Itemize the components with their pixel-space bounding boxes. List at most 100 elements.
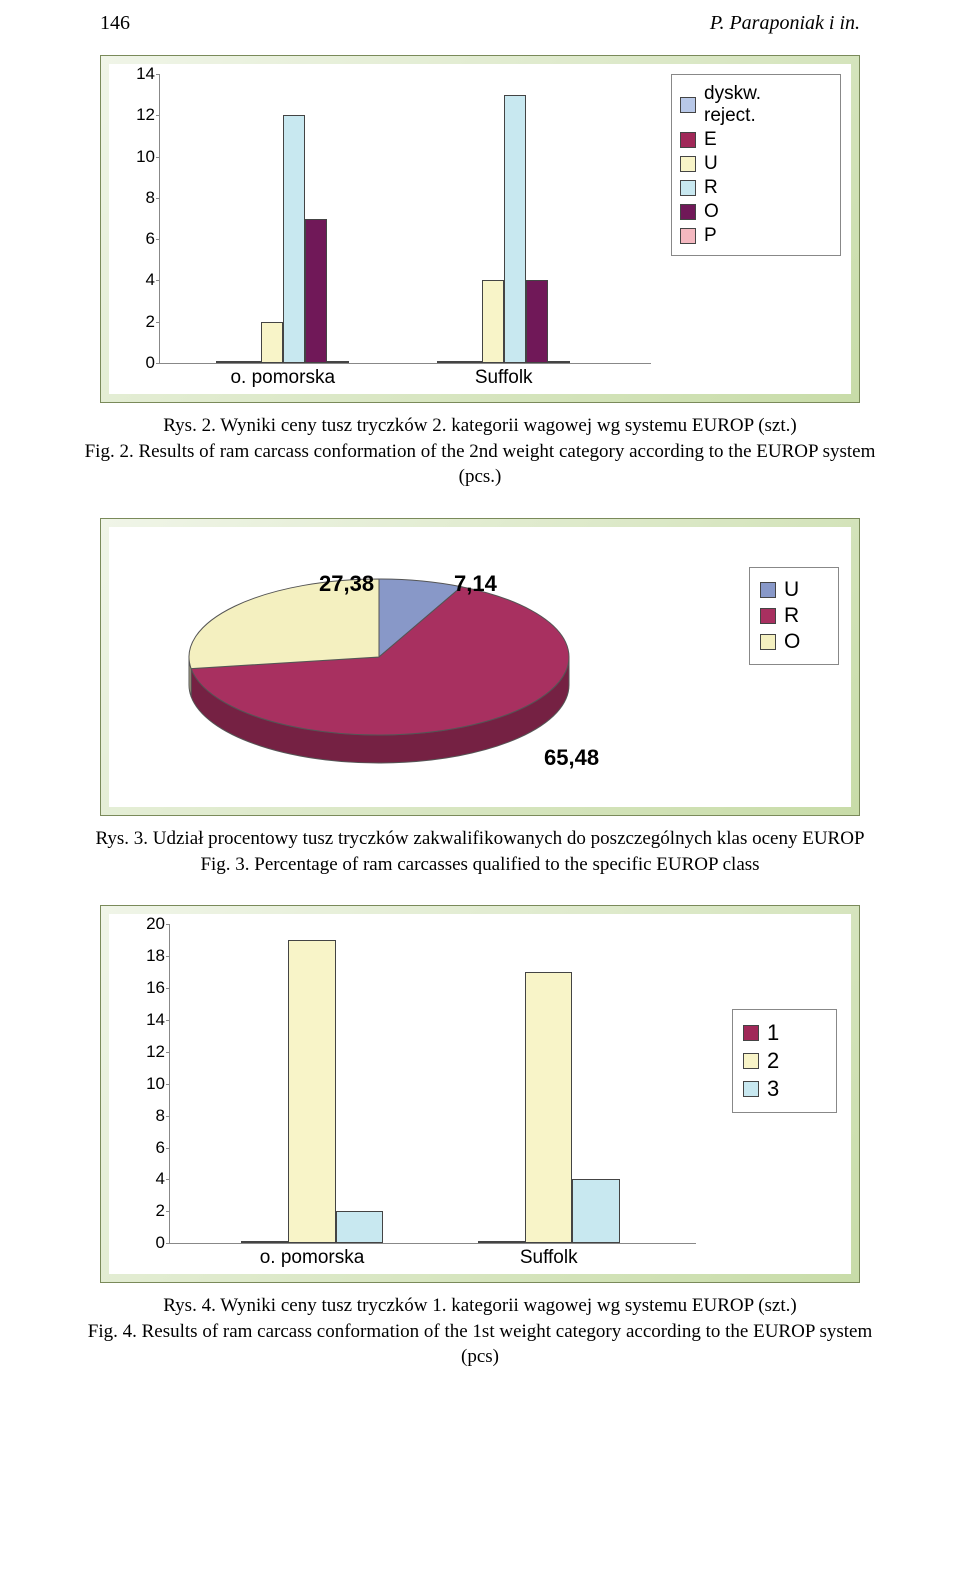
y-tick: 16: [140, 978, 165, 998]
legend-swatch: [743, 1053, 759, 1069]
legend-label: O: [704, 201, 719, 223]
legend-label: 2: [767, 1048, 779, 1074]
caption-2-pl: Rys. 3. Udział procentowy tusz tryczków …: [95, 828, 864, 849]
bar-O: [526, 280, 548, 363]
caption-1-pl: Rys. 2. Wyniki ceny tusz tryczków 2. kat…: [163, 415, 796, 436]
legend-swatch: [760, 608, 776, 624]
pie-label-R: 65,48: [544, 745, 599, 771]
page-header: 146 P. Paraponiak i in.: [0, 0, 960, 55]
legend-item-R: R: [760, 604, 828, 628]
bar-P: [548, 361, 570, 363]
chart-1-legend: dyskw.reject.EUROP: [671, 74, 841, 256]
legend-swatch: [743, 1081, 759, 1097]
x-label: Suffolk: [475, 367, 533, 389]
legend-item-2: 2: [743, 1048, 826, 1074]
bar-2: [525, 972, 572, 1243]
caption-3: Rys. 4. Wyniki ceny tusz tryczków 1. kat…: [80, 1293, 880, 1370]
bar-1: [478, 1241, 525, 1243]
chart-3-plot: 02468101214161820o. pomorskaSuffolk: [169, 924, 696, 1244]
pie-label-U: 7,14: [454, 571, 497, 597]
legend-label: R: [784, 604, 799, 628]
legend-item-3: 3: [743, 1076, 826, 1102]
caption-1: Rys. 2. Wyniki ceny tusz tryczków 2. kat…: [80, 413, 880, 490]
legend-label: U: [704, 153, 718, 175]
legend-swatch: [680, 204, 696, 220]
bar-O: [305, 219, 327, 364]
bar-dyskw: [437, 361, 459, 363]
chart-1-container: 02468101214o. pomorskaSuffolk dyskw.reje…: [100, 55, 860, 403]
bar-3: [572, 1179, 619, 1243]
legend-label: dyskw.reject.: [704, 83, 761, 127]
y-tick: 0: [140, 1233, 165, 1253]
y-tick: 4: [130, 270, 155, 290]
chart-1-plot: 02468101214o. pomorskaSuffolk: [159, 74, 651, 364]
chart-2-svg: [169, 547, 589, 787]
caption-2-en: Fig. 3. Percentage of ram carcasses qual…: [200, 854, 759, 875]
y-tick: 8: [130, 188, 155, 208]
bar-U: [261, 322, 283, 363]
chart-3-legend: 123: [732, 1009, 837, 1113]
bar-dyskw: [216, 361, 238, 363]
running-head: P. Paraponiak i in.: [710, 12, 860, 35]
legend-item-O: O: [680, 201, 832, 223]
chart-3-container: 02468101214161820o. pomorskaSuffolk 123: [100, 905, 860, 1283]
y-tick: 10: [140, 1074, 165, 1094]
x-label: o. pomorska: [230, 367, 335, 389]
bar-3: [336, 1211, 383, 1243]
legend-label: 1: [767, 1020, 779, 1046]
legend-item-P: P: [680, 225, 832, 247]
legend-swatch: [680, 228, 696, 244]
bar-1: [241, 1241, 288, 1243]
y-tick: 14: [140, 1010, 165, 1030]
y-tick: 4: [140, 1169, 165, 1189]
legend-item-U: U: [760, 578, 828, 602]
legend-swatch: [680, 132, 696, 148]
bar-E: [460, 361, 482, 363]
legend-label: E: [704, 129, 717, 151]
y-tick: 2: [130, 312, 155, 332]
legend-swatch: [760, 582, 776, 598]
legend-item-R: R: [680, 177, 832, 199]
chart-2-legend: URO: [749, 567, 839, 665]
legend-label: O: [784, 630, 800, 654]
chart-3: 02468101214161820o. pomorskaSuffolk 123: [109, 914, 851, 1274]
legend-item-E: E: [680, 129, 832, 151]
chart-2-container: URO 7,14 65,48 27,38: [100, 518, 860, 816]
y-tick: 12: [130, 105, 155, 125]
legend-label: 3: [767, 1076, 779, 1102]
legend-item-O: O: [760, 630, 828, 654]
y-tick: 0: [130, 353, 155, 373]
bar-U: [482, 280, 504, 363]
bar-E: [239, 361, 261, 363]
bar-R: [283, 115, 305, 363]
legend-item-dyskw: dyskw.reject.: [680, 83, 832, 127]
y-tick: 14: [130, 64, 155, 84]
legend-label: R: [704, 177, 718, 199]
bar-R: [504, 95, 526, 363]
y-tick: 10: [130, 147, 155, 167]
caption-2: Rys. 3. Udział procentowy tusz tryczków …: [80, 826, 880, 877]
bar-P: [327, 361, 349, 363]
y-tick: 12: [140, 1042, 165, 1062]
chart-1: 02468101214o. pomorskaSuffolk dyskw.reje…: [109, 64, 851, 394]
legend-swatch: [680, 97, 696, 113]
y-tick: 8: [140, 1106, 165, 1126]
legend-swatch: [760, 634, 776, 650]
caption-1-en: Fig. 2. Results of ram carcass conformat…: [85, 441, 876, 488]
y-tick: 20: [140, 914, 165, 934]
bar-2: [288, 940, 335, 1243]
legend-item-1: 1: [743, 1020, 826, 1046]
caption-3-en: Fig. 4. Results of ram carcass conformat…: [88, 1321, 872, 1368]
caption-3-pl: Rys. 4. Wyniki ceny tusz tryczków 1. kat…: [163, 1295, 796, 1316]
legend-swatch: [680, 156, 696, 172]
legend-item-U: U: [680, 153, 832, 175]
legend-label: U: [784, 578, 799, 602]
legend-swatch: [680, 180, 696, 196]
y-tick: 2: [140, 1201, 165, 1221]
y-tick: 18: [140, 946, 165, 966]
chart-2: URO 7,14 65,48 27,38: [109, 527, 851, 807]
page-number: 146: [100, 12, 130, 35]
y-tick: 6: [140, 1138, 165, 1158]
pie-label-O: 27,38: [319, 571, 374, 597]
y-tick: 6: [130, 229, 155, 249]
